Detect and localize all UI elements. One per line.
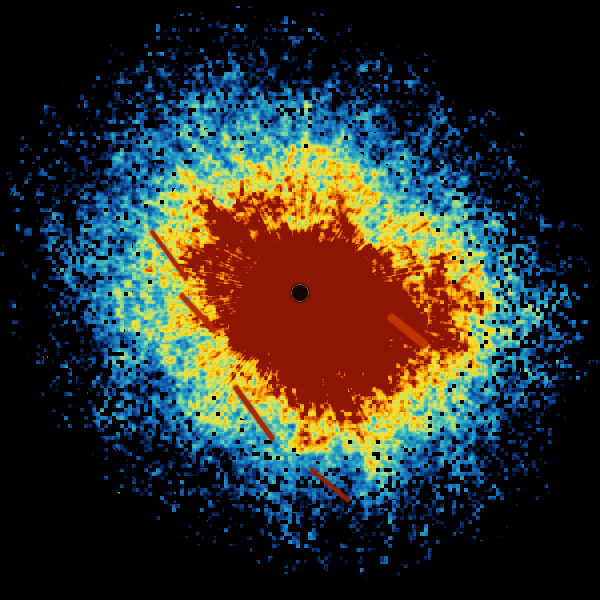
astronomical-image-viewport (0, 0, 600, 600)
sky-image-canvas (0, 0, 600, 600)
